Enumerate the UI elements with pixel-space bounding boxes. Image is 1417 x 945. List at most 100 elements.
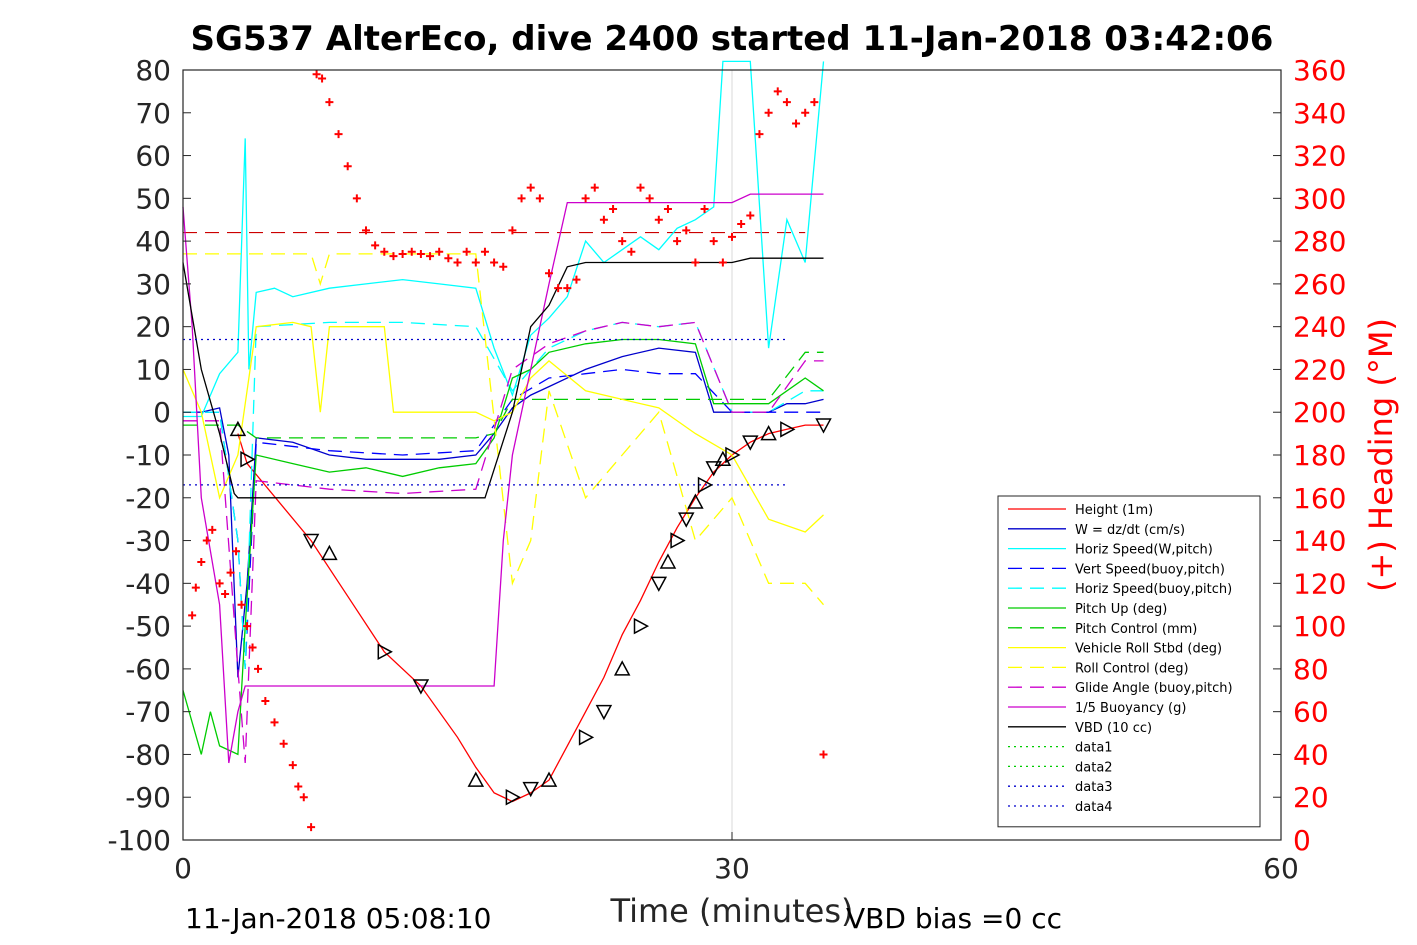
- heading-point: [700, 205, 709, 214]
- y2-tick-label: 20: [1293, 781, 1329, 814]
- triangle-marker: [302, 533, 320, 550]
- legend-label-15: data4: [1075, 800, 1113, 815]
- heading-point: [618, 237, 627, 246]
- legend-label-9: Glide Angle (buoy,pitch): [1075, 681, 1233, 696]
- y-tick-label: 10: [135, 353, 171, 386]
- y2-tick-label: 180: [1293, 439, 1346, 472]
- heading-point: [490, 258, 499, 267]
- y-tick-label: 40: [135, 225, 171, 258]
- series-line-8: [183, 253, 824, 606]
- heading-point: [398, 249, 407, 258]
- x-tick-label: 0: [174, 852, 192, 885]
- legend-label-3: Vert Speed(buoy,pitch): [1075, 562, 1225, 577]
- legend-label-4: Horiz Speed(buoy,pitch): [1075, 582, 1232, 597]
- triangle-marker: [815, 418, 832, 434]
- legend-label-0: Height (1m): [1075, 503, 1153, 518]
- legend-label-12: data1: [1075, 741, 1113, 756]
- y-tick-label: -30: [125, 525, 171, 558]
- y2-tick-label: 320: [1293, 140, 1346, 173]
- y-tick-label: 60: [135, 140, 171, 173]
- heading-point: [221, 590, 230, 599]
- y-tick-label: -100: [107, 824, 171, 857]
- heading-point: [545, 269, 553, 278]
- heading-point: [232, 547, 241, 556]
- heading-point: [248, 643, 257, 652]
- heading-point: [471, 258, 480, 267]
- heading-point: [294, 782, 303, 791]
- legend-label-5: Pitch Up (deg): [1075, 602, 1167, 617]
- heading-point: [663, 205, 672, 214]
- heading-point: [389, 252, 398, 261]
- chart-title: SG537 AlterEco, dive 2400 started 11-Jan…: [191, 19, 1274, 59]
- y2-tick-label: 120: [1293, 567, 1346, 600]
- heading-point: [371, 241, 380, 250]
- heading-point: [407, 247, 416, 256]
- y-tick-label: 70: [135, 97, 171, 130]
- x-axis: 0 30 60: [174, 832, 1299, 885]
- series-line-11: [182, 257, 824, 499]
- heading-point: [654, 215, 663, 224]
- y-tick-label: 50: [135, 182, 171, 215]
- y-tick-label: 30: [135, 268, 171, 301]
- y2-tick-label: 80: [1293, 653, 1329, 686]
- y2-tick-label: 60: [1293, 696, 1329, 729]
- y2-tick-label: 200: [1293, 396, 1346, 429]
- y2-tick-label: 160: [1293, 482, 1346, 515]
- heading-point: [792, 119, 801, 128]
- heading-point: [435, 247, 444, 256]
- footer-vbd-bias: VBD bias =0 cc: [846, 902, 1062, 935]
- right-y-axis-label: (+) Heading (°M): [1362, 318, 1400, 592]
- heading-point: [215, 579, 224, 588]
- x-axis-label: Time (minutes): [610, 892, 854, 930]
- legend-label-14: data3: [1075, 780, 1113, 795]
- heading-point: [526, 183, 535, 192]
- heading-point: [517, 194, 526, 203]
- triangle-marker: [705, 461, 722, 477]
- heading-point: [416, 249, 425, 258]
- y-tick-label: 0: [153, 396, 171, 429]
- heading-point: [599, 215, 608, 224]
- heading-point: [801, 108, 810, 117]
- y-tick-label: -20: [125, 482, 171, 515]
- y2-tick-label: 280: [1293, 225, 1346, 258]
- legend-box: [997, 495, 1261, 828]
- heading-point: [237, 600, 246, 609]
- left-y-axis: 80 70 60 50 40 30 20 10 0 -10 -20 -30 -40 -50 -60 -70 -8…: [107, 54, 191, 857]
- triangle-marker: [613, 660, 631, 676]
- y2-tick-label: 300: [1293, 182, 1346, 215]
- heading-point: [202, 536, 211, 545]
- heading-point: [535, 194, 544, 203]
- heading-point: [581, 194, 590, 203]
- heading-point: [728, 232, 736, 241]
- y2-tick-label: 360: [1293, 54, 1346, 87]
- heading-point: [270, 718, 279, 727]
- heading-markers: [188, 70, 828, 832]
- heading-point: [261, 696, 270, 705]
- heading-point: [554, 284, 563, 293]
- heading-point: [746, 211, 755, 220]
- legend-label-1: W = dz/dt (cm/s): [1075, 523, 1185, 538]
- triangle-marker: [760, 425, 777, 441]
- y2-tick-label: 100: [1293, 610, 1346, 643]
- heading-point: [764, 108, 773, 117]
- heading-point: [810, 98, 819, 107]
- heading-point: [318, 74, 327, 83]
- triangle-marker: [377, 643, 393, 661]
- y-tick-label: -80: [125, 738, 171, 771]
- footer-timestamp: 11-Jan-2018 05:08:10: [185, 902, 491, 935]
- triangle-marker: [670, 532, 686, 549]
- triangle-marker: [633, 617, 650, 635]
- heading-point: [325, 98, 334, 107]
- heading-point: [226, 568, 235, 577]
- legend-label-6: Pitch Control (mm): [1075, 622, 1197, 637]
- triangle-marker: [229, 420, 247, 437]
- heading-point: [208, 525, 217, 534]
- heading-point: [380, 247, 389, 256]
- heading-point: [312, 70, 321, 79]
- heading-point: [636, 183, 645, 192]
- legend-label-2: Horiz Speed(W,pitch): [1075, 543, 1213, 558]
- heading-point: [499, 262, 508, 271]
- y2-tick-label: 140: [1293, 525, 1346, 558]
- legend-label-7: Vehicle Roll Stbd (deg): [1075, 642, 1222, 657]
